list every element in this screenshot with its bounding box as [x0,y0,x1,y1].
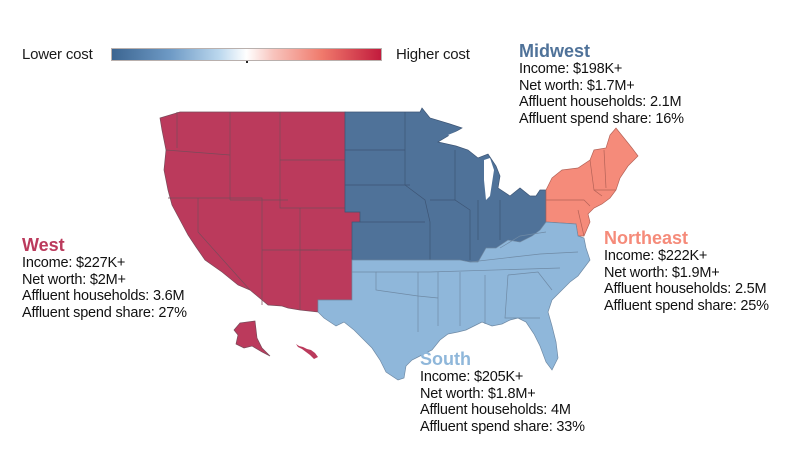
midwest-income: Income: $198K+ [519,61,623,77]
south-mainland [317,221,591,381]
northeast-net-worth: Net worth: $1.9M+ [604,264,720,281]
region-west [159,111,361,359]
legend-low-label: Lower cost [22,46,93,63]
region-label-midwest: Midwest Income: $198K+ Net worth: $1.7M+… [519,42,684,127]
midwest-spend-share: Affluent spend share: 16% [519,110,684,127]
region-name-west: West [22,235,65,255]
west-net-worth: Net worth: $2M+ [22,271,126,288]
south-spend-share: Affluent spend share: 33% [420,418,585,435]
midwest-households: Affluent households: 2.1M [519,94,682,110]
legend-gradient-bar [111,48,382,61]
west-spend-share: Affluent spend share: 27% [22,304,187,321]
northeast-mainland [545,127,639,237]
legend-high-label: Higher cost [396,46,470,63]
south-households: Affluent households: 4M [420,402,571,418]
hawaii [296,344,318,359]
region-label-northeast: Northeast Income: $222K+ Net worth: $1.9… [604,229,769,314]
alaska [233,320,271,357]
west-households: Affluent households: 3.6M [22,288,185,304]
west-income: Income: $227K+ [22,255,126,271]
region-name-northeast: Northeast [604,228,689,248]
region-label-south: South Income: $205K+ Net worth: $1.8M+ A… [420,350,585,435]
west-mainland [159,111,361,313]
northeast-income: Income: $222K+ [604,248,708,264]
region-south [317,221,591,381]
legend-midpoint-tick [246,61,248,63]
south-net-worth: Net worth: $1.8M+ [420,385,536,402]
region-name-midwest: Midwest [519,41,591,61]
region-label-west: West Income: $227K+ Net worth: $2M+ Affl… [22,236,187,321]
northeast-households: Affluent households: 2.5M [604,281,767,297]
great-lakes [448,130,494,200]
region-name-south: South [420,349,471,369]
region-midwest [344,107,547,263]
northeast-spend-share: Affluent spend share: 25% [604,297,769,314]
south-income: Income: $205K+ [420,369,524,385]
region-northeast [545,127,639,237]
midwest-net-worth: Net worth: $1.7M+ [519,77,635,94]
